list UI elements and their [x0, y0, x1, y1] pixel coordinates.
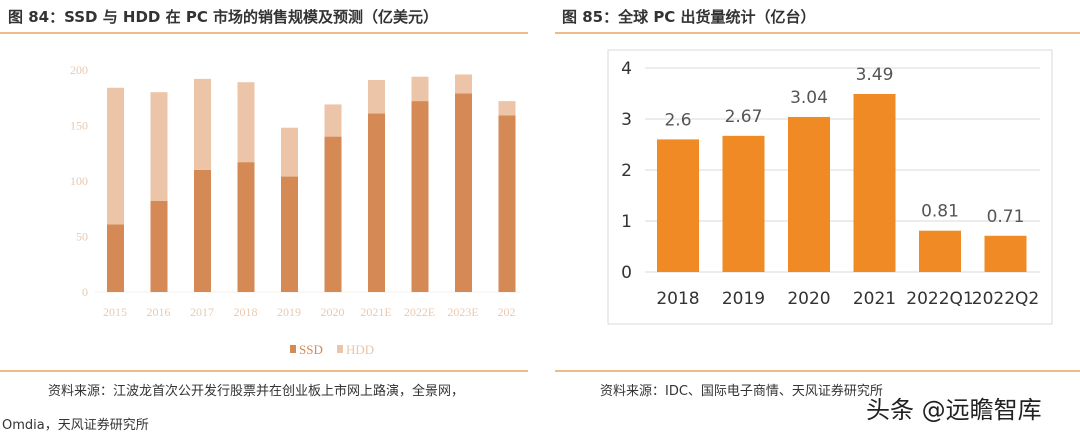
left-x-label: 2017 [190, 305, 214, 319]
left-bar-ssd [237, 162, 255, 292]
right-data-label: 3.04 [790, 88, 828, 108]
left-x-label: 2016 [147, 305, 171, 319]
right-data-label: 2.6 [664, 110, 691, 130]
left-x-label: 2023E [447, 305, 478, 319]
left-bar-hdd [368, 79, 385, 114]
right-bar [788, 116, 830, 273]
left-bar-hdd [194, 78, 211, 170]
right-y-tick: 1 [621, 212, 632, 232]
right-bar [657, 139, 699, 272]
left-x-label: 2015 [103, 305, 127, 319]
left-y-tick: 0 [82, 285, 88, 299]
right-bottom-divider [555, 370, 1080, 372]
right-y-tick: 3 [621, 110, 632, 130]
left-bar-ssd [150, 200, 168, 292]
right-source: 资料来源：IDC、国际电子商情、天风证券研究所 [600, 384, 883, 399]
right-x-label: 2020 [787, 289, 830, 309]
right-x-label: 2022Q1 [906, 289, 973, 309]
legend-label-hdd: HDD [346, 342, 374, 357]
left-bar-hdd [324, 104, 342, 137]
left-y-tick: 100 [70, 174, 88, 188]
left-x-label: 2019 [277, 305, 301, 319]
right-y-tick: 2 [621, 161, 632, 181]
left-x-label: 2020 [321, 305, 345, 319]
left-x-label: 2021E [360, 305, 391, 319]
left-bar-hdd [498, 101, 516, 116]
left-x-label: 2022E [404, 305, 435, 319]
left-bar-hdd [455, 74, 472, 94]
left-y-tick: 50 [76, 230, 88, 244]
right-bar [984, 235, 1027, 272]
left-x-label: 202 [498, 305, 516, 319]
left-title-divider [0, 32, 528, 34]
left-bar-ssd [324, 136, 342, 292]
right-data-label: 0.71 [987, 207, 1025, 227]
left-chart-title: 图 84：SSD 与 HDD 在 PC 市场的销售规模及预测（亿美元） [8, 8, 439, 26]
right-x-label: 2021 [853, 289, 896, 309]
left-bar-ssd [455, 93, 472, 292]
watermark: 头条 @远瞻智库 [866, 396, 1042, 424]
right-bar [919, 230, 961, 272]
left-y-tick: 150 [70, 119, 88, 133]
left-bar-hdd [281, 127, 298, 177]
right-y-tick: 4 [621, 59, 632, 79]
left-bar-ssd [281, 176, 298, 292]
right-chart-title: 图 85：全球 PC 出货量统计（亿台） [562, 8, 816, 26]
left-bar-hdd [150, 92, 168, 201]
legend-swatch-hdd [337, 345, 343, 353]
right-x-label: 2022Q2 [972, 289, 1039, 309]
right-data-label: 2.67 [725, 107, 763, 127]
right-data-label: 3.49 [856, 65, 894, 85]
right-bar [722, 135, 765, 272]
right-bar [853, 94, 896, 272]
left-source-line2: Omdia，天风证券研究所 [2, 418, 149, 433]
left-bar-hdd [411, 76, 429, 102]
left-bar-ssd [411, 101, 429, 292]
left-bar-ssd [107, 224, 124, 292]
left-bar-ssd [368, 113, 385, 292]
right-data-label: 0.81 [921, 202, 959, 222]
left-bottom-divider [0, 370, 528, 372]
left-bar-hdd [107, 87, 124, 225]
right-y-tick: 0 [621, 263, 632, 283]
left-bar-ssd [498, 115, 516, 292]
right-x-label: 2019 [722, 289, 765, 309]
left-bar-hdd [237, 82, 255, 163]
left-source-line1: 资料来源：江波龙首次公开发行股票并在创业板上市网上路演，全景网， [48, 384, 465, 399]
right-x-label: 2018 [656, 289, 699, 309]
right-title-divider [555, 32, 1080, 34]
legend-label-ssd: SSD [299, 342, 323, 357]
legend-swatch-ssd [290, 345, 296, 353]
left-y-tick: 200 [70, 63, 88, 77]
left-x-label: 2018 [234, 305, 258, 319]
left-bar-ssd [194, 169, 211, 292]
